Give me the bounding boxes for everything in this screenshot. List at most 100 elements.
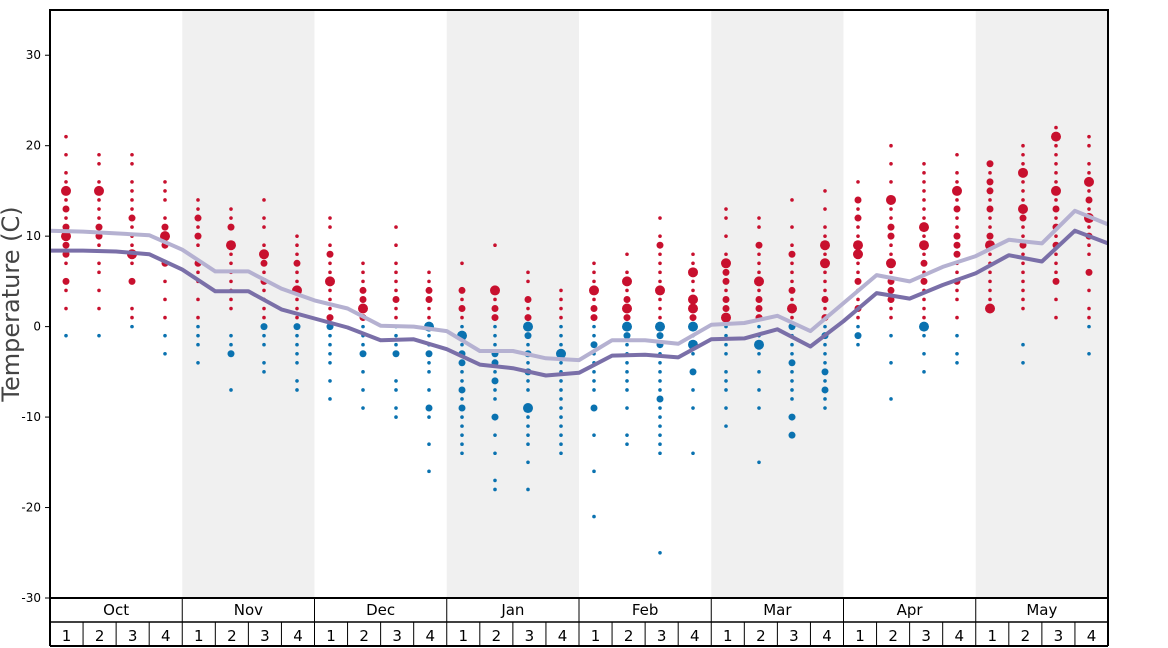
- temperature-point: [64, 288, 68, 293]
- week-label: 3: [128, 627, 138, 645]
- temperature-point: [1054, 152, 1058, 157]
- temperature-point: [754, 276, 764, 287]
- temperature-point: [953, 241, 961, 249]
- temperature-point: [691, 261, 695, 266]
- temperature-point: [328, 397, 332, 401]
- temperature-point: [392, 350, 400, 358]
- temperature-point: [1054, 270, 1058, 275]
- temperature-point: [559, 324, 563, 329]
- temperature-point: [1021, 198, 1025, 202]
- month-label: Nov: [234, 601, 263, 619]
- temperature-point: [394, 415, 398, 419]
- temperature-point: [922, 189, 926, 193]
- temperature-point: [953, 232, 961, 240]
- temperature-point: [1087, 134, 1091, 139]
- temperature-point: [229, 297, 233, 302]
- temperature-point: [623, 295, 631, 303]
- temperature-point: [757, 252, 761, 257]
- temperature-point: [1021, 189, 1025, 193]
- temperature-point: [724, 388, 728, 392]
- temperature-point: [854, 277, 862, 285]
- temperature-point: [427, 442, 431, 447]
- temperature-point: [823, 306, 827, 311]
- temperature-point: [163, 180, 167, 184]
- temperature-point: [658, 306, 662, 311]
- temperature-point: [988, 270, 992, 275]
- temperature-point: [64, 306, 68, 311]
- temperature-point: [97, 161, 101, 166]
- temperature-point: [64, 333, 68, 338]
- temperature-point: [1054, 216, 1058, 220]
- temperature-point: [952, 185, 962, 196]
- temperature-point: [757, 370, 761, 374]
- temperature-point: [592, 297, 596, 302]
- temperature-point: [61, 231, 71, 242]
- temperature-point: [361, 388, 365, 392]
- temperature-point: [955, 216, 959, 220]
- temperature-point: [128, 214, 136, 222]
- temperature-point: [130, 225, 134, 229]
- temperature-point: [394, 379, 398, 383]
- month-shade-jan: [446, 10, 579, 598]
- temperature-point: [425, 350, 433, 358]
- temperature-point: [955, 180, 959, 184]
- temperature-point: [922, 370, 926, 374]
- temperature-point: [1087, 171, 1091, 175]
- temperature-point: [986, 205, 994, 213]
- temperature-point: [722, 295, 730, 303]
- temperature-point: [97, 261, 101, 266]
- temperature-point: [790, 198, 794, 202]
- temperature-point: [790, 370, 794, 374]
- week-label: 4: [954, 627, 964, 645]
- temperature-point: [889, 270, 893, 275]
- temperature-point: [359, 286, 367, 294]
- temperature-point: [856, 180, 860, 184]
- temperature-point: [394, 388, 398, 392]
- temperature-point: [491, 314, 499, 322]
- y-tick-label: -30: [21, 591, 41, 605]
- temperature-point: [623, 314, 631, 322]
- month-label: Jan: [500, 601, 524, 619]
- temperature-point: [229, 279, 233, 284]
- temperature-point: [658, 388, 662, 392]
- temperature-point: [821, 295, 829, 303]
- temperature-point: [460, 315, 464, 320]
- temperature-point: [823, 397, 827, 401]
- week-label: 2: [1021, 627, 1031, 645]
- temperature-point: [722, 305, 730, 313]
- temperature-point: [97, 207, 101, 211]
- temperature-point: [394, 270, 398, 275]
- temperature-point: [589, 285, 599, 296]
- temperature-point: [559, 297, 563, 302]
- temperature-point: [130, 152, 134, 157]
- temperature-point: [823, 234, 827, 238]
- temperature-point: [262, 270, 266, 275]
- temperature-point: [328, 361, 332, 365]
- temperature-point: [161, 223, 169, 231]
- temperature-point: [724, 252, 728, 257]
- temperature-point: [658, 415, 662, 419]
- temperature-point: [955, 171, 959, 175]
- temperature-point: [986, 187, 994, 195]
- temperature-point: [293, 259, 301, 267]
- temperature-point: [656, 241, 664, 249]
- temperature-point: [622, 321, 632, 332]
- y-tick-label: 30: [26, 48, 41, 62]
- temperature-point: [559, 333, 563, 338]
- week-label: 3: [525, 627, 535, 645]
- temperature-point: [656, 332, 664, 340]
- temperature-point: [64, 261, 68, 266]
- temperature-point: [262, 315, 266, 320]
- temperature-point: [229, 388, 233, 392]
- temperature-point: [359, 295, 367, 303]
- temperature-point: [854, 332, 862, 340]
- temperature-point: [887, 232, 895, 240]
- temperature-point: [823, 279, 827, 284]
- temperature-point: [691, 406, 695, 410]
- temperature-point: [128, 277, 136, 285]
- temperature-point: [853, 240, 863, 251]
- temperature-point: [658, 433, 662, 437]
- trend-lines: [49, 208, 1109, 378]
- temperature-point: [757, 324, 761, 329]
- temperature-point: [790, 243, 794, 247]
